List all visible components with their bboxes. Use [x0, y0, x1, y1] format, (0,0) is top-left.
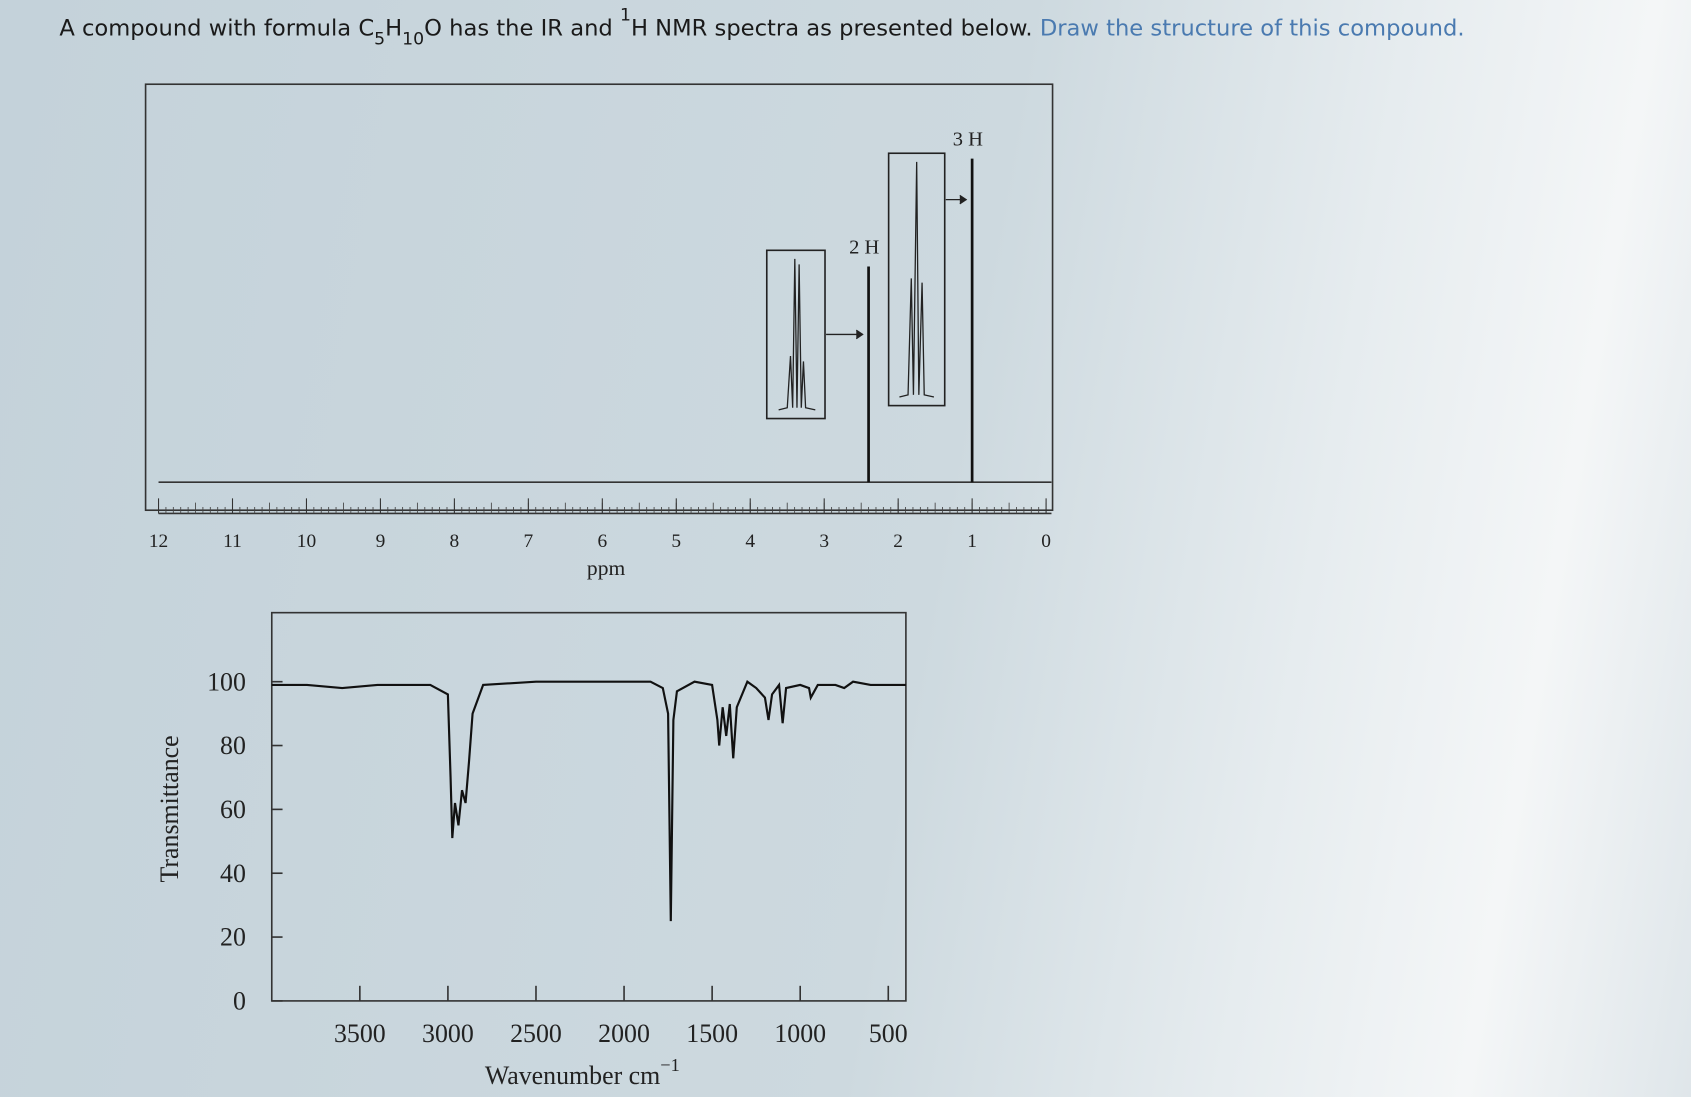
- y-tick-label: 0: [233, 987, 246, 1016]
- x-tick-label: 7: [523, 531, 533, 552]
- superscript: 1: [620, 6, 631, 26]
- peak-integration: 2 H: [849, 237, 879, 259]
- question-text: A compound with formula C: [59, 16, 374, 42]
- subscript: 10: [402, 29, 424, 49]
- x-tick-label: 10: [297, 531, 316, 552]
- x-tick-label: 500: [869, 1019, 908, 1048]
- question-instruction: Draw the structure of this compound.: [1033, 16, 1465, 42]
- y-axis-label: Transmittance: [155, 735, 184, 882]
- y-tick-label: 60: [220, 795, 246, 824]
- x-tick-label: 1500: [686, 1019, 738, 1048]
- x-tick-label: 12: [149, 531, 168, 552]
- x-tick-label: 6: [597, 531, 607, 552]
- peak-integration: 3 H: [953, 129, 983, 151]
- nmr-inset: [765, 152, 968, 420]
- question-text: H NMR spectra as presented below.: [631, 16, 1033, 42]
- x-tick-label: 3000: [422, 1019, 474, 1048]
- y-tick-label: 80: [220, 731, 246, 760]
- nmr-frame: [144, 83, 1054, 512]
- x-tick-label: 0: [1041, 531, 1051, 552]
- y-tick-label: 20: [220, 923, 246, 952]
- question-text: O has the IR and: [424, 16, 620, 42]
- subscript: 5: [374, 29, 385, 49]
- ir-frame: [270, 611, 907, 1002]
- x-tick-label: 11: [223, 531, 242, 552]
- x-tick-label: 9: [376, 531, 386, 552]
- x-tick-label: 2: [893, 531, 903, 552]
- x-axis-label: Wavenumber cm−1: [485, 1055, 680, 1090]
- x-tick-label: 3: [819, 531, 829, 552]
- x-tick-label: 1: [967, 531, 977, 552]
- x-tick-label: 3500: [334, 1019, 386, 1048]
- x-tick-label: 1000: [774, 1019, 826, 1048]
- x-axis-label: ppm: [587, 556, 626, 580]
- question: A compound with formula C5H10O has the I…: [59, 6, 1464, 50]
- x-axis-label-text: Wavenumber cm: [485, 1061, 660, 1090]
- x-tick-label: 5: [671, 531, 681, 552]
- x-tick-label: 4: [745, 531, 755, 552]
- question-text: H: [385, 16, 402, 42]
- x-tick-label: 2500: [510, 1019, 562, 1048]
- ir-trace: [271, 680, 906, 922]
- x-tick-label: 2000: [598, 1019, 650, 1048]
- y-tick-label: 40: [220, 859, 246, 888]
- x-axis-label-superscript: −1: [660, 1055, 680, 1075]
- x-tick-label: 8: [450, 531, 460, 552]
- y-tick-label: 100: [207, 667, 246, 696]
